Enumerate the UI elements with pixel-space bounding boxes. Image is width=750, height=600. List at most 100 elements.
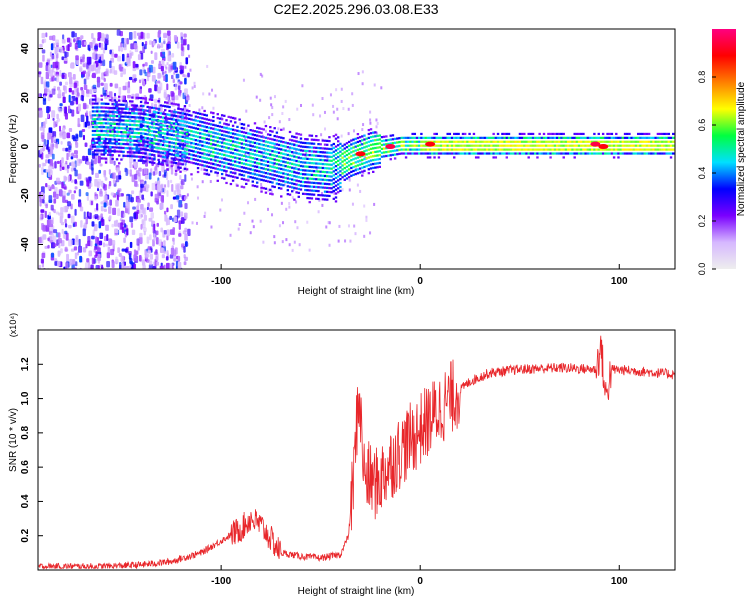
spectrogram-cell [205, 145, 209, 148]
spectrogram-cell [242, 123, 246, 126]
spectrogram-cell [99, 188, 103, 195]
spectrogram-cell [564, 136, 568, 139]
spectrogram-cell [155, 127, 158, 130]
spectrogram-cell [133, 131, 136, 135]
spectrogram-cell [102, 118, 106, 121]
spectrogram-cell [148, 172, 152, 180]
spectrogram-cell [617, 156, 620, 159]
spectrogram-cell [617, 148, 620, 151]
spectrogram-cell [573, 148, 576, 151]
spectrogram-cell [146, 145, 149, 148]
spectrogram-cell [385, 154, 388, 158]
spectrogram-cell [247, 159, 250, 163]
spectrogram-cell [547, 132, 550, 136]
spectrogram-cell [636, 144, 640, 147]
spectrogram-cell [665, 140, 668, 143]
spectrogram-cell [317, 158, 320, 161]
spectrogram-cell [354, 149, 357, 152]
spectrogram-cell [277, 151, 281, 154]
spectrogram-cell [183, 167, 187, 170]
spectrogram-cell [98, 122, 101, 125]
spectrogram-cell [584, 148, 587, 151]
spectrogram-cell [255, 165, 259, 169]
spectrogram-cell [301, 141, 305, 144]
spectrogram-cell [148, 260, 153, 266]
spectrogram-cell [166, 156, 169, 159]
spectrogram-cell [161, 151, 165, 154]
spectrogram-cell [76, 87, 79, 94]
spectrogram-cell [155, 123, 158, 126]
spectrogram-cell [612, 140, 616, 143]
spectrogram-cell [121, 37, 125, 44]
spectrogram-cell [260, 151, 263, 154]
spectrogram-cell [240, 185, 244, 188]
spectrogram-cell [46, 219, 50, 228]
spectrogram-cell [96, 133, 99, 137]
spectrogram-cell [575, 152, 579, 155]
spectrogram-cell [253, 169, 257, 172]
spectrogram-cell [45, 204, 48, 209]
spectrogram-cell [209, 111, 213, 114]
spectrogram-cell [144, 156, 147, 159]
spectrogram-cell [216, 124, 219, 128]
spectrogram-cell [326, 155, 329, 158]
spectrogram-cell [457, 140, 460, 143]
spectrogram-cell [113, 150, 117, 153]
spectrogram-cell [584, 144, 587, 147]
spectrogram-cell [341, 160, 344, 163]
spectrogram-cell [295, 200, 298, 204]
spectrogram-cell [242, 143, 246, 146]
spectrogram-cell [325, 225, 328, 229]
spectrogram-cell [172, 153, 176, 156]
spectrogram-cell [332, 170, 336, 173]
spectrogram-cell [595, 152, 598, 155]
spectrogram-cell [499, 152, 502, 155]
spectrogram-cell [387, 138, 390, 142]
spectrogram-cell [323, 143, 327, 146]
spectrogram-cell [115, 199, 119, 207]
spectrogram-cell [93, 63, 97, 71]
spectrogram-cell [161, 159, 165, 162]
spectrogram-cell [573, 132, 576, 136]
spectrogram-cell [341, 144, 344, 148]
spectrogram-cell [220, 165, 224, 168]
spectrogram-cell [124, 143, 127, 146]
spectrogram-cell [527, 148, 530, 151]
spectrogram-cell [555, 136, 559, 139]
spectrogram-cell [321, 166, 325, 170]
spectrogram-cell [258, 131, 261, 134]
spectrogram-cell [669, 140, 673, 143]
spectrogram-cell [199, 140, 202, 143]
spectrogram-cell [551, 132, 554, 136]
spectrogram-cell [461, 148, 465, 151]
spectrogram-cell [356, 172, 360, 175]
spectrogram-cell [347, 140, 351, 143]
spectrogram-cell [220, 125, 224, 129]
spectrogram-cell [330, 187, 333, 190]
snr-scale-label: (x10⁴) [8, 313, 18, 337]
spectrogram-cell [461, 136, 465, 139]
spectrogram-cell [251, 172, 254, 175]
spectrogram-cell [64, 230, 68, 235]
spectrogram-cell [623, 152, 627, 155]
spectrogram-cell [40, 76, 44, 85]
spectrogram-cell [107, 153, 110, 156]
spectrogram-cell [242, 139, 246, 142]
spectrogram-cell [167, 50, 171, 56]
spectrogram-cell [396, 137, 399, 140]
spectrogram-cell [181, 159, 184, 162]
spectrogram-cell [55, 211, 60, 215]
spectrogram-cell [271, 161, 274, 165]
spectrogram-cell [295, 183, 298, 186]
spectrogram-cell [661, 152, 664, 155]
spectrogram-cell [123, 201, 126, 208]
spectrogram-cell [214, 143, 217, 147]
spectrogram-cell [373, 83, 376, 87]
spectrogram-cell [402, 152, 406, 155]
spectrogram-cell [323, 151, 327, 154]
spectrogram-cell [663, 144, 666, 147]
spectrogram-cell [345, 173, 349, 176]
spectrogram-cell [566, 144, 570, 147]
spectrogram-cell [332, 182, 336, 185]
